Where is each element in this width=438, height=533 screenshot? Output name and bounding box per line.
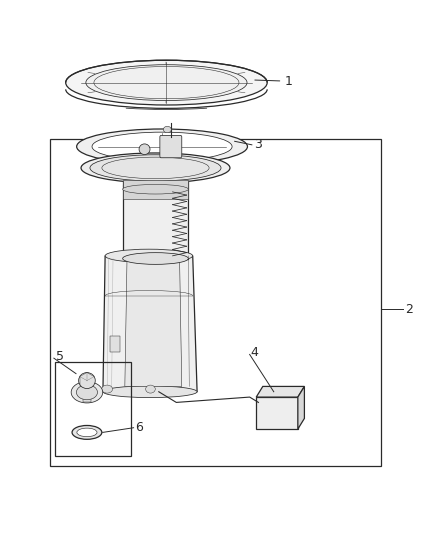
Ellipse shape — [123, 184, 188, 194]
Text: 2: 2 — [405, 303, 413, 316]
Text: 3: 3 — [254, 139, 262, 151]
Text: 6: 6 — [135, 421, 143, 434]
Bar — [50, 139, 381, 466]
Ellipse shape — [123, 157, 188, 179]
Text: 5: 5 — [56, 350, 64, 362]
Ellipse shape — [86, 64, 247, 101]
Ellipse shape — [71, 382, 102, 403]
Ellipse shape — [81, 153, 230, 183]
Polygon shape — [298, 386, 304, 429]
Polygon shape — [103, 256, 197, 392]
Ellipse shape — [123, 253, 188, 264]
Polygon shape — [125, 259, 182, 386]
Ellipse shape — [105, 249, 193, 263]
Ellipse shape — [145, 385, 155, 393]
Ellipse shape — [76, 385, 97, 400]
Text: 4: 4 — [251, 346, 258, 359]
Ellipse shape — [66, 60, 267, 105]
Bar — [123, 180, 188, 199]
Ellipse shape — [163, 126, 171, 133]
Ellipse shape — [78, 373, 95, 389]
Ellipse shape — [72, 425, 102, 439]
Bar — [83, 387, 91, 402]
Text: 1: 1 — [285, 75, 293, 87]
Bar — [110, 336, 120, 352]
Ellipse shape — [102, 385, 113, 393]
FancyBboxPatch shape — [160, 135, 182, 158]
Polygon shape — [123, 168, 188, 259]
Ellipse shape — [90, 155, 221, 181]
FancyBboxPatch shape — [256, 397, 298, 429]
Ellipse shape — [92, 132, 232, 161]
Bar — [55, 362, 131, 456]
Ellipse shape — [77, 428, 97, 437]
Ellipse shape — [103, 386, 197, 398]
Ellipse shape — [139, 144, 150, 155]
Ellipse shape — [77, 129, 247, 164]
Polygon shape — [256, 386, 304, 397]
